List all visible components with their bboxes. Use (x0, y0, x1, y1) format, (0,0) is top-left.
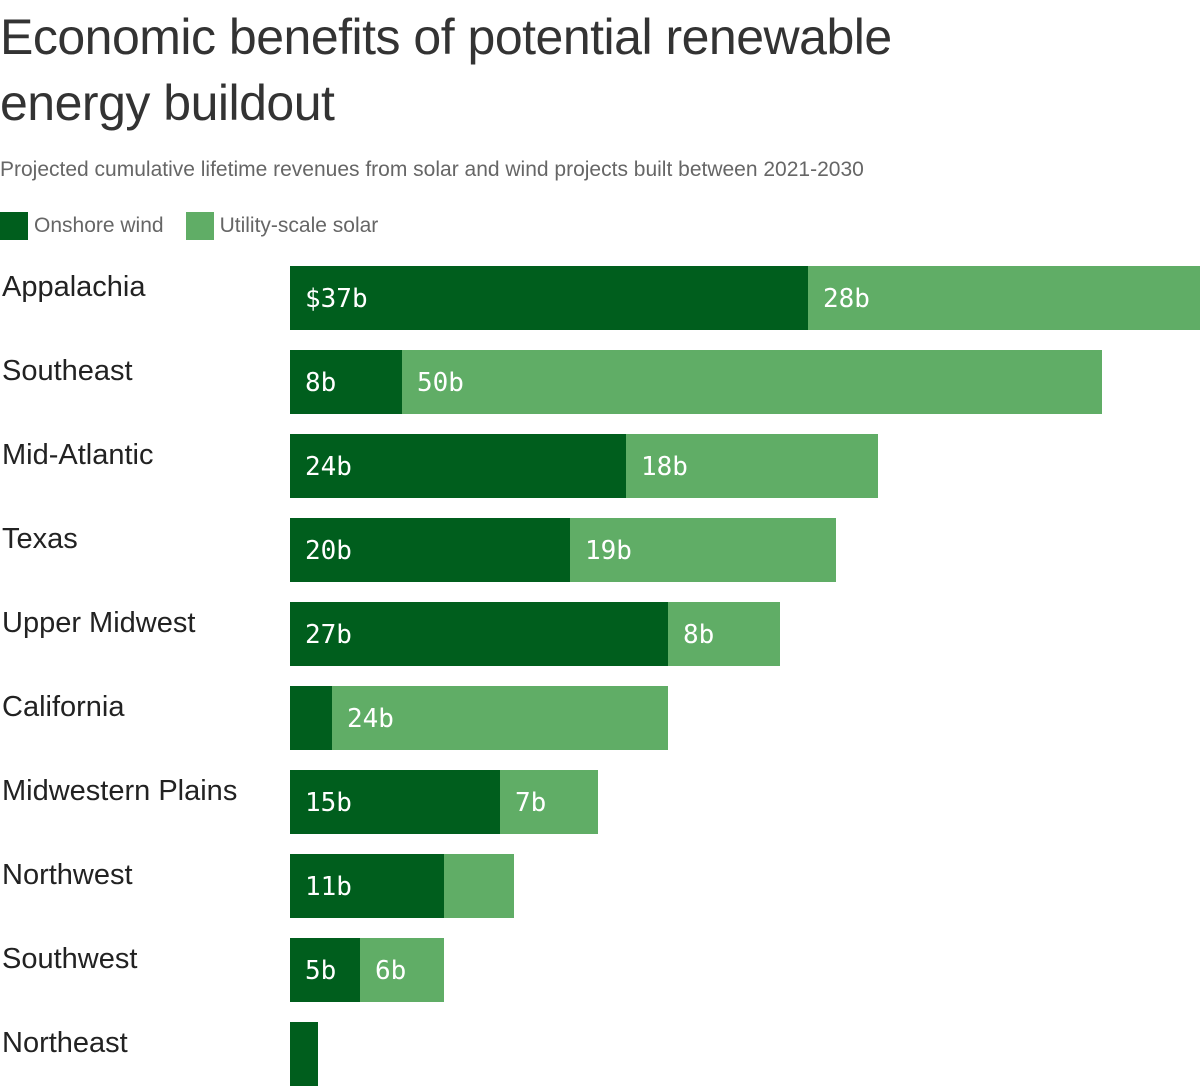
value-label-utility-scale-solar-midwestern-plains: 7b (515, 788, 546, 818)
bar-utility-scale-solar-mid-atlantic (626, 434, 878, 498)
value-label-onshore-wind-northwest: 11b (305, 872, 352, 902)
bar-onshore-wind-mid-atlantic (290, 434, 626, 498)
legend-swatch-utility-scale-solar (185, 212, 214, 240)
category-label-california: California (2, 691, 125, 723)
value-label-onshore-wind-upper-midwest: 27b (305, 620, 352, 650)
value-label-utility-scale-solar-california: 24b (347, 704, 394, 734)
value-label-onshore-wind-texas: 20b (305, 536, 352, 566)
bar-utility-scale-solar-upper-midwest (668, 602, 780, 666)
value-label-utility-scale-solar-appalachia: 28b (823, 284, 870, 314)
value-label-utility-scale-solar-upper-midwest: 8b (683, 620, 714, 650)
value-label-utility-scale-solar-texas: 19b (585, 536, 632, 566)
legend-swatch-onshore-wind (0, 212, 28, 240)
bar-onshore-wind-northwest (290, 854, 444, 918)
category-label-southwest: Southwest (2, 943, 137, 975)
bar-utility-scale-solar-texas (570, 518, 836, 582)
chart-subtitle: Projected cumulative lifetime revenues f… (0, 158, 864, 181)
bar-onshore-wind-midwestern-plains (290, 770, 500, 834)
bar-onshore-wind-appalachia (290, 266, 808, 330)
bar-utility-scale-solar-southeast (402, 350, 1102, 414)
value-label-onshore-wind-appalachia: $37b (305, 284, 368, 314)
bar-utility-scale-solar-midwestern-plains (500, 770, 598, 834)
bar-onshore-wind-southeast (290, 350, 402, 414)
legend-item-utility-scale-solar: Utility-scale solar (185, 212, 379, 240)
chart-title: Economic benefits of potential renewable… (0, 9, 892, 131)
legend-label-onshore-wind: Onshore wind (34, 214, 164, 237)
value-label-onshore-wind-southeast: 8b (305, 368, 336, 398)
category-label-upper-midwest: Upper Midwest (2, 607, 195, 639)
category-label-midwestern-plains: Midwestern Plains (2, 775, 237, 807)
value-label-onshore-wind-mid-atlantic: 24b (305, 452, 352, 482)
bar-onshore-wind-texas (290, 518, 570, 582)
bar-onshore-wind-upper-midwest (290, 602, 668, 666)
bar-onshore-wind-california (290, 686, 332, 750)
value-label-onshore-wind-midwestern-plains: 15b (305, 788, 352, 818)
value-label-utility-scale-solar-southwest: 6b (375, 956, 406, 986)
value-label-utility-scale-solar-mid-atlantic: 18b (641, 452, 688, 482)
category-label-southeast: Southeast (2, 355, 133, 387)
bar-utility-scale-solar-northwest (444, 854, 514, 918)
category-label-appalachia: Appalachia (2, 271, 146, 303)
bar-utility-scale-solar-southwest (360, 938, 444, 1002)
bar-utility-scale-solar-appalachia (808, 266, 1200, 330)
legend-label-utility-scale-solar: Utility-scale solar (219, 214, 379, 237)
value-label-onshore-wind-southwest: 5b (305, 956, 336, 986)
bar-onshore-wind-southwest (290, 938, 360, 1002)
legend-item-onshore-wind: Onshore wind (0, 212, 164, 240)
bar-utility-scale-solar-california (332, 686, 668, 750)
value-label-utility-scale-solar-southeast: 50b (417, 368, 464, 398)
bar-onshore-wind-northeast (290, 1022, 318, 1086)
category-label-texas: Texas (2, 523, 78, 555)
category-label-northeast: Northeast (2, 1027, 128, 1059)
category-label-mid-atlantic: Mid-Atlantic (2, 439, 154, 471)
category-label-northwest: Northwest (2, 859, 133, 891)
legend: Onshore wind Utility-scale solar (0, 212, 400, 240)
